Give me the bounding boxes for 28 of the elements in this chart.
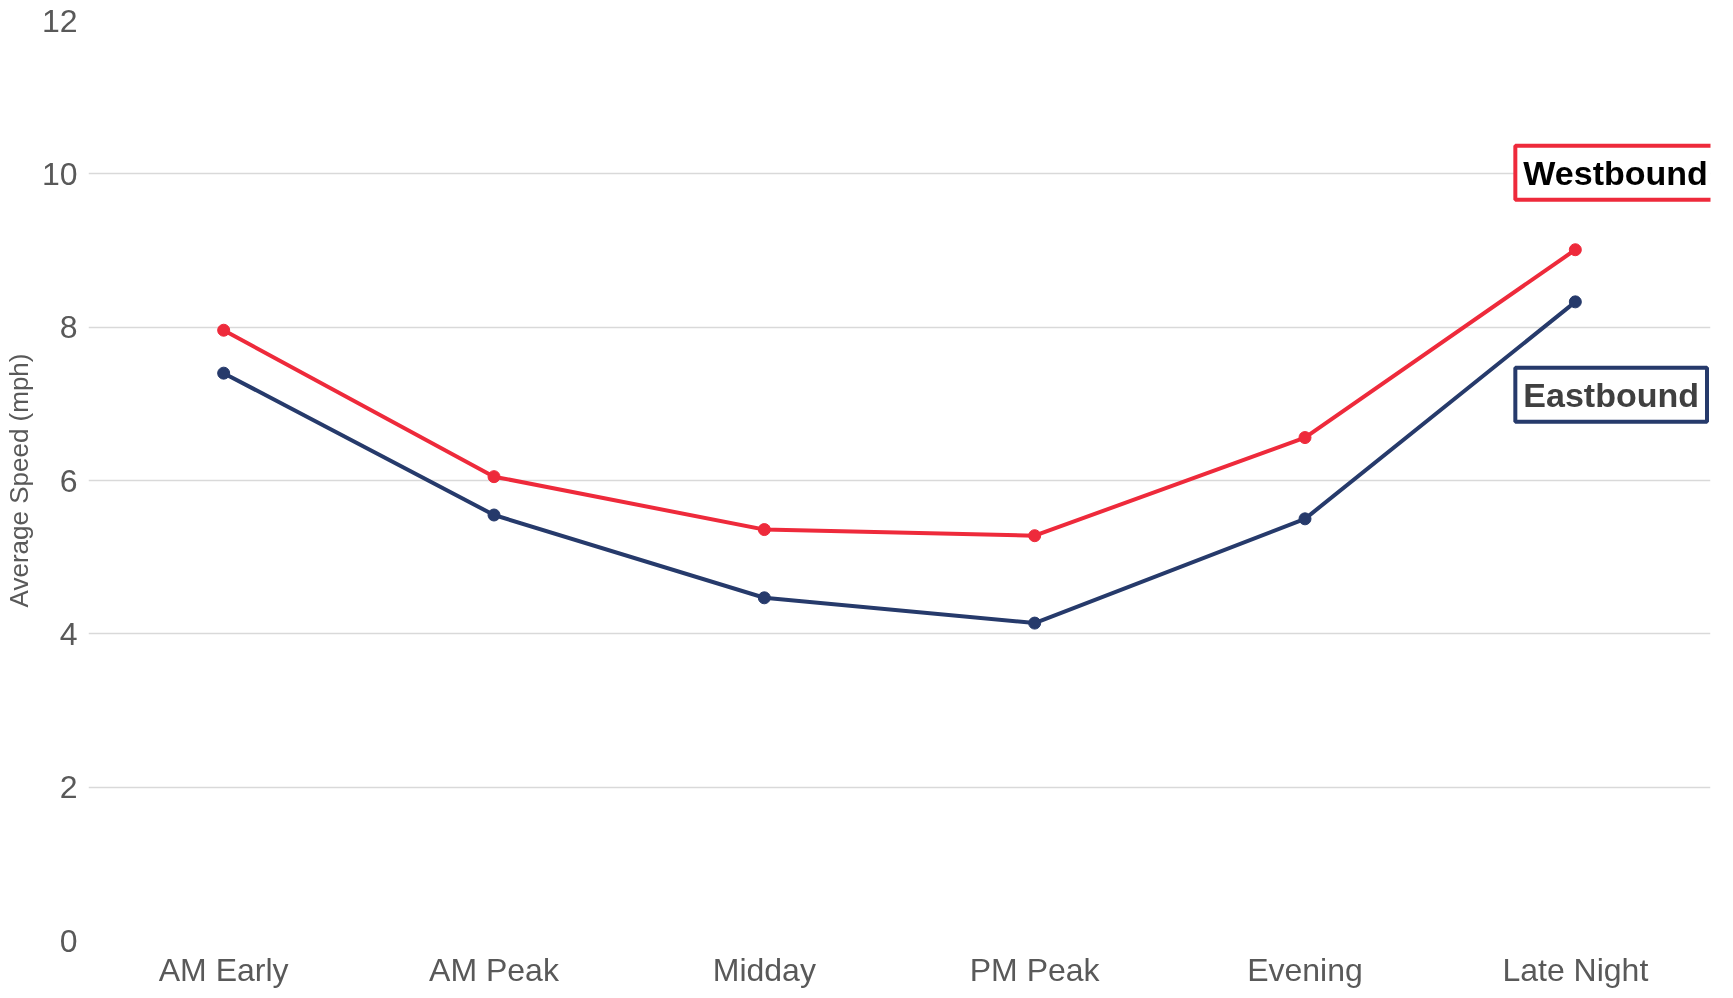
point: [1298, 431, 1312, 445]
point: [757, 523, 771, 537]
point: [1568, 243, 1582, 257]
text: Westbound: [1523, 153, 1708, 192]
y-tick-label: 6: [59, 462, 78, 499]
point: [1298, 512, 1312, 526]
y-tick-label: 0: [59, 922, 78, 959]
y-tick-label: 2: [59, 769, 78, 806]
y-tick-label: 12: [41, 2, 78, 39]
y-axis-title: Average Speed (mph): [3, 353, 34, 608]
point: [217, 366, 231, 380]
point: [1028, 529, 1042, 543]
y-tick-label: 8: [59, 309, 78, 346]
y-tick-label: 4: [59, 615, 78, 652]
x-tick-label: Evening: [1247, 951, 1363, 988]
point: [757, 591, 771, 605]
x-tick-label: PM Peak: [969, 951, 1101, 988]
point: [487, 470, 501, 484]
point: [487, 508, 501, 522]
point: [1028, 616, 1042, 630]
x-tick-label: Late Night: [1502, 951, 1649, 988]
series-label: Eastbound: [1523, 375, 1700, 414]
x-tick-label: AM Early: [158, 951, 289, 988]
point: [1568, 295, 1582, 309]
x-tick-label: AM Peak: [429, 951, 560, 988]
point: [217, 323, 231, 337]
x-tick-label: Midday: [712, 951, 816, 988]
y-tick-label: 10: [41, 155, 78, 192]
